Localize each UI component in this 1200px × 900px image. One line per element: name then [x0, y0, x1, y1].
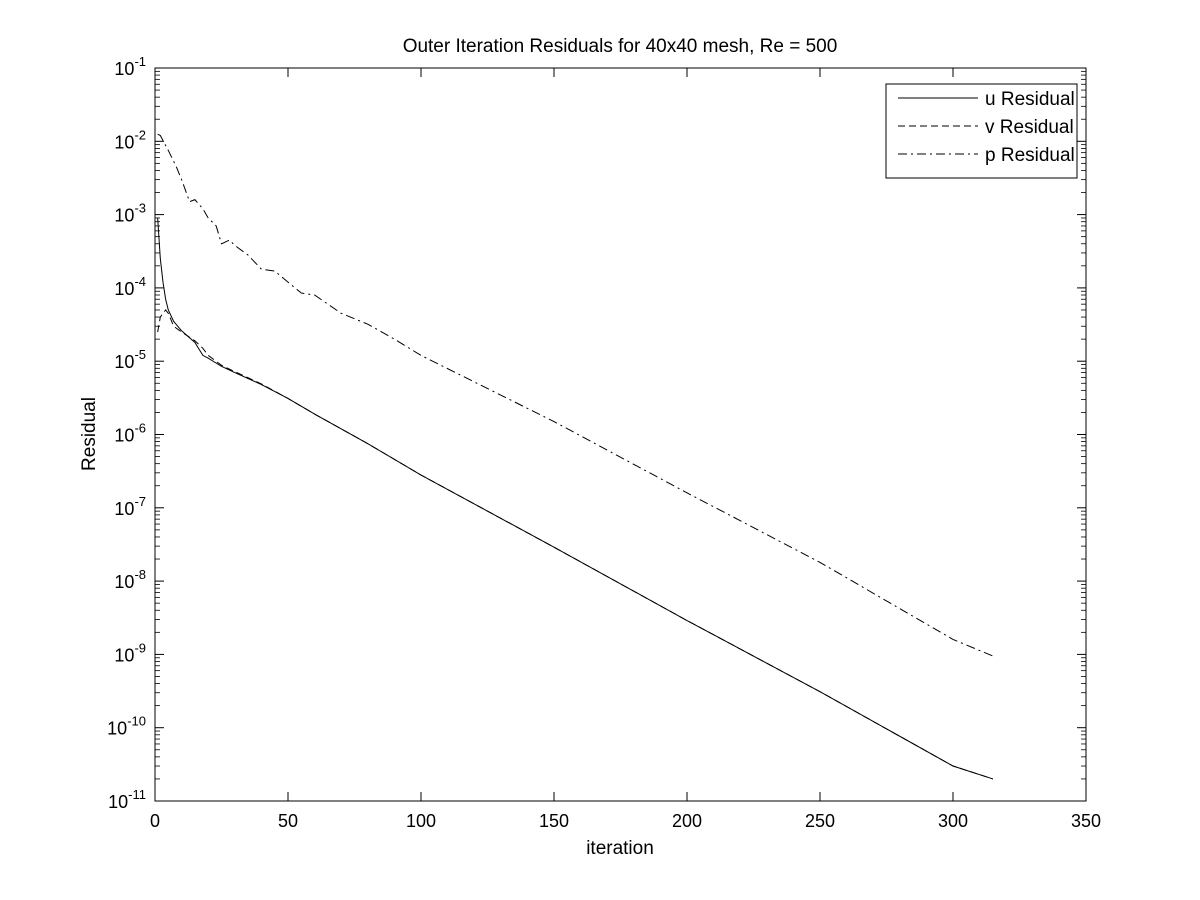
- legend-label: u Residual: [985, 89, 1075, 110]
- y-tick-label: 10-6: [114, 421, 146, 446]
- x-tick-label: 300: [938, 811, 968, 831]
- chart-title: Outer Iteration Residuals for 40x40 mesh…: [403, 36, 838, 57]
- x-tick-label: 350: [1071, 811, 1101, 831]
- x-tick-label: 150: [539, 811, 569, 831]
- y-tick-label: 10-5: [114, 347, 146, 372]
- y-tick-label: 10-7: [114, 494, 146, 519]
- x-tick-label: 0: [150, 811, 160, 831]
- legend-label: p Residual: [985, 145, 1075, 166]
- y-tick-label: 10-10: [107, 714, 146, 739]
- x-axis-label: iteration: [586, 838, 654, 859]
- x-tick-label: 100: [406, 811, 436, 831]
- y-tick-label: 10-9: [114, 640, 146, 665]
- series-line-p: [157, 133, 994, 657]
- x-tick-label: 250: [805, 811, 835, 831]
- y-tick-label: 10-11: [108, 787, 146, 812]
- y-tick-label: 10-2: [114, 127, 146, 152]
- y-tick-label: 10-8: [114, 567, 146, 592]
- y-tick-label: 10-1: [114, 54, 146, 79]
- legend: u Residual v Residual p Residual: [885, 83, 1078, 179]
- y-tick-label: 10-4: [114, 274, 146, 299]
- legend-box: [885, 83, 1078, 179]
- y-axis-label: Residual: [79, 397, 100, 471]
- legend-label: v Residual: [985, 117, 1074, 138]
- y-tick-label: 10-3: [114, 201, 146, 226]
- plot-area: 0 50 100 150 200 250 300 350 10-11 10-10 10-9 10-8 1…: [107, 54, 1101, 831]
- series-line-v: [157, 309, 994, 780]
- x-tick-label: 50: [278, 811, 298, 831]
- x-tick-label: 200: [672, 811, 702, 831]
- series-line-u: [157, 217, 994, 780]
